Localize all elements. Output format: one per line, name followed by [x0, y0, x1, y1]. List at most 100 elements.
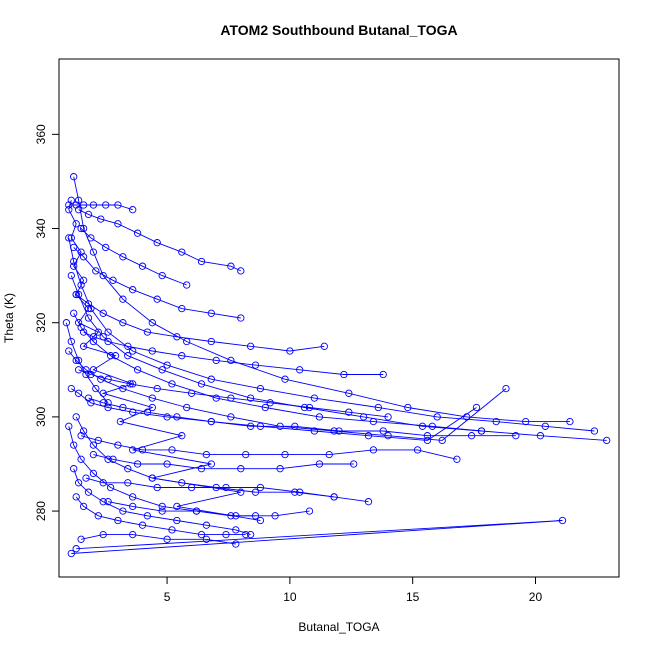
- data-point: [97, 215, 105, 223]
- data-point: [256, 384, 265, 393]
- data-point: [242, 450, 250, 459]
- data-point: [350, 460, 358, 468]
- data-point: [119, 384, 127, 393]
- series-line-14: [80, 228, 187, 286]
- data-point: [67, 384, 75, 393]
- data-point: [168, 380, 176, 388]
- data-point: [99, 399, 107, 407]
- data-point: [148, 474, 156, 482]
- data-point: [70, 465, 78, 473]
- data-point: [158, 271, 166, 280]
- series-line-6: [71, 388, 477, 441]
- data-point: [77, 281, 85, 289]
- data-point: [67, 234, 75, 242]
- data-point: [99, 498, 107, 506]
- series-19: [84, 394, 520, 440]
- y-tick-label-4: 360: [34, 124, 48, 144]
- data-point: [114, 516, 122, 525]
- series-16: [72, 290, 328, 355]
- data-point: [94, 436, 102, 445]
- data-point: [74, 366, 83, 374]
- data-point: [187, 389, 196, 397]
- data-point: [109, 276, 117, 284]
- data-point: [119, 319, 127, 327]
- data-point: [227, 356, 235, 365]
- data-point: [207, 417, 215, 426]
- data-point: [433, 413, 441, 421]
- data-point: [266, 399, 274, 407]
- data-point: [104, 375, 112, 383]
- data-point: [87, 399, 95, 407]
- data-point: [404, 403, 412, 412]
- series-15: [70, 243, 245, 322]
- data-point: [74, 206, 83, 214]
- data-point: [374, 403, 382, 412]
- series-line-25: [68, 204, 133, 211]
- data-point: [173, 333, 181, 341]
- data-point: [84, 488, 93, 496]
- data-point: [77, 224, 85, 233]
- data-point: [89, 441, 98, 449]
- data-point: [237, 314, 245, 322]
- data-point: [143, 328, 152, 336]
- series-24: [62, 319, 112, 407]
- data-point: [212, 356, 220, 365]
- data-point: [99, 479, 107, 487]
- data-point: [207, 375, 215, 383]
- data-point: [70, 262, 78, 270]
- data-point: [467, 432, 476, 440]
- data-point: [212, 394, 220, 402]
- data-point: [138, 521, 147, 529]
- data-point: [92, 384, 100, 393]
- series-5: [65, 347, 510, 445]
- data-point: [104, 399, 112, 407]
- data-point: [102, 201, 110, 209]
- data-point: [89, 248, 98, 256]
- y-axis: 280 300 320 340 360: [34, 124, 59, 521]
- series-line-15: [73, 247, 241, 319]
- series-line-7: [75, 416, 369, 503]
- data-point: [438, 436, 446, 445]
- data-point: [281, 450, 289, 459]
- series-23: [104, 498, 260, 520]
- data-point: [222, 530, 230, 539]
- data-point: [104, 328, 112, 336]
- data-point: [222, 483, 230, 492]
- data-point: [237, 465, 245, 473]
- data-point: [148, 394, 156, 402]
- data-point: [178, 248, 186, 256]
- data-point: [133, 460, 142, 468]
- data-point: [379, 427, 387, 435]
- data-point: [423, 432, 432, 440]
- data-point: [246, 394, 255, 402]
- data-point: [82, 370, 90, 379]
- data-point: [207, 309, 215, 317]
- data-point: [163, 361, 171, 369]
- data-point: [251, 361, 260, 369]
- data-point: [423, 436, 432, 445]
- data-point: [310, 427, 319, 435]
- data-point: [173, 502, 181, 511]
- data-point: [232, 540, 240, 548]
- series-line-16: [75, 294, 325, 352]
- data-point: [536, 432, 545, 440]
- data-point: [92, 267, 100, 275]
- data-point: [453, 455, 461, 463]
- data-point: [320, 342, 328, 350]
- data-point: [566, 417, 574, 426]
- series-line-21: [93, 454, 354, 470]
- data-point: [79, 224, 88, 233]
- data-point: [72, 413, 80, 421]
- data-point: [227, 394, 235, 402]
- series-line-23: [108, 501, 256, 517]
- data-point: [178, 352, 186, 360]
- series-18: [74, 366, 392, 421]
- data-point: [116, 417, 125, 426]
- data-point: [70, 243, 78, 252]
- data-point: [138, 262, 147, 270]
- data-point: [72, 493, 80, 501]
- data-point: [183, 403, 191, 412]
- data-point: [114, 441, 122, 449]
- series-line-3: [70, 275, 607, 441]
- data-point: [89, 201, 98, 209]
